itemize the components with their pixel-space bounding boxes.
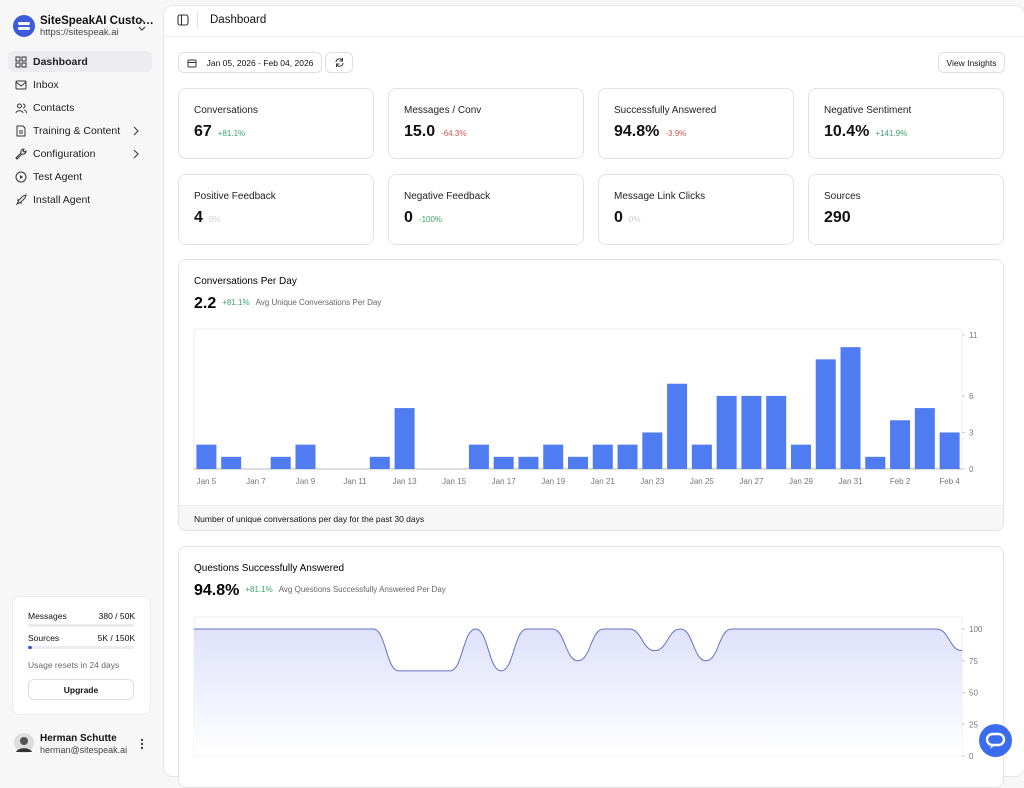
stat-value: 4 0% bbox=[194, 209, 220, 227]
calendar-icon bbox=[187, 59, 197, 67]
nav-icon bbox=[15, 80, 27, 89]
stat-label: Positive Feedback bbox=[194, 191, 276, 202]
divider bbox=[197, 12, 198, 28]
org-switch[interactable] bbox=[136, 18, 148, 32]
nav-label: Test Agent bbox=[33, 170, 83, 183]
insights-button[interactable]: View Insights bbox=[938, 52, 1005, 73]
nav-icon bbox=[15, 56, 27, 67]
stat-value: 0 0% bbox=[614, 209, 640, 227]
nav-label: Dashboard bbox=[33, 55, 88, 68]
stat-label: Negative Sentiment bbox=[824, 105, 912, 116]
stat-value: 94.8% -3.9% bbox=[614, 123, 686, 141]
stat-value: 0 -100% bbox=[404, 209, 442, 227]
user-name: Herman Schutte bbox=[40, 733, 117, 744]
nav-item[interactable]: Training & Content bbox=[8, 120, 152, 141]
nav-item[interactable]: Test Agent bbox=[8, 166, 152, 187]
org-url: https://sitespeak.ai bbox=[40, 27, 119, 38]
nav-label: Inbox bbox=[33, 78, 59, 91]
stat-number: 94.8% bbox=[614, 123, 660, 140]
chart-card bbox=[178, 546, 1004, 788]
stat-change: 0% bbox=[208, 215, 221, 224]
stat-change: -64.3% bbox=[441, 129, 467, 138]
nav-item[interactable]: Configuration bbox=[8, 143, 152, 164]
stat-label: Messages / Conv bbox=[404, 105, 482, 116]
usage-bar bbox=[28, 646, 134, 649]
user-email: herman@sitespeak.ai bbox=[40, 745, 128, 755]
usage-bar bbox=[28, 624, 134, 627]
nav-icon bbox=[15, 171, 27, 182]
stat-label: Message Link Clicks bbox=[614, 191, 706, 202]
usage-value: 5K / 150K bbox=[97, 633, 135, 643]
date-range[interactable]: Jan 05, 2026 - Feb 04, 2026 bbox=[178, 52, 322, 73]
stat-change: -3.9% bbox=[665, 129, 687, 138]
stat-number: 15.0 bbox=[404, 123, 436, 140]
nav-item[interactable]: Inbox bbox=[8, 74, 152, 95]
nav-label: Contacts bbox=[33, 101, 75, 114]
upgrade-button[interactable]: Upgrade bbox=[28, 679, 134, 700]
nav-label: Install Agent bbox=[33, 193, 91, 206]
stat-number: 0 bbox=[404, 209, 413, 226]
stat-label: Sources bbox=[824, 191, 861, 202]
org-name: SiteSpeakAI Custo… bbox=[40, 15, 154, 27]
stat-number: 10.4% bbox=[824, 123, 870, 140]
user-menu[interactable] bbox=[138, 737, 146, 751]
nav-item[interactable]: Install Agent bbox=[8, 189, 152, 210]
nav-label: Training & Content bbox=[33, 124, 121, 137]
stat-number: 4 bbox=[194, 209, 203, 226]
stat-label: Conversations bbox=[194, 105, 258, 116]
date-range-text: Jan 05, 2026 - Feb 04, 2026 bbox=[206, 57, 314, 68]
stat-card: Message Link Clicks 0 0% bbox=[598, 174, 794, 245]
refresh-button[interactable] bbox=[325, 52, 353, 73]
stat-change: 0% bbox=[628, 215, 641, 224]
stat-number: 67 bbox=[194, 123, 212, 140]
avatar bbox=[14, 733, 34, 753]
stat-card: Successfully Answered 94.8% -3.9% bbox=[598, 88, 794, 159]
stat-label: Successfully Answered bbox=[614, 105, 717, 116]
stat-value: 10.4% +141.9% bbox=[824, 123, 907, 141]
nav-icon bbox=[15, 193, 27, 205]
stat-value: 15.0 -64.3% bbox=[404, 123, 467, 141]
chart-footer: Number of unique conversations per day f… bbox=[179, 505, 1003, 530]
stat-value: 290 bbox=[824, 209, 851, 227]
nav-label: Configuration bbox=[33, 147, 96, 160]
header-rule bbox=[164, 36, 1023, 37]
usage-note: Usage resets in 24 days bbox=[28, 660, 120, 670]
nav-item[interactable]: Dashboard bbox=[8, 51, 152, 72]
stat-number: 290 bbox=[824, 209, 851, 226]
nav-icon bbox=[16, 125, 26, 136]
usage-fill bbox=[28, 646, 32, 649]
stat-number: 0 bbox=[614, 209, 623, 226]
sidebar-toggle[interactable] bbox=[177, 14, 189, 26]
nav-icon bbox=[15, 103, 27, 113]
logo-icon bbox=[18, 22, 30, 30]
stat-card: Sources 290 bbox=[808, 174, 1004, 245]
stat-card: Positive Feedback 4 0% bbox=[178, 174, 374, 245]
logo bbox=[13, 15, 35, 37]
chart-footnote: Number of unique conversations per day f… bbox=[194, 514, 425, 524]
stat-change: +141.9% bbox=[875, 129, 908, 138]
stat-card: Negative Sentiment 10.4% +141.9% bbox=[808, 88, 1004, 159]
nav-item[interactable]: Contacts bbox=[8, 97, 152, 118]
usage-label: Sources bbox=[28, 633, 60, 643]
stat-change: -100% bbox=[418, 215, 443, 224]
chevron bbox=[133, 126, 139, 135]
usage-value: 380 / 50K bbox=[98, 611, 135, 621]
stat-card: Conversations 67 +81.1% bbox=[178, 88, 374, 159]
stat-value: 67 +81.1% bbox=[194, 123, 245, 141]
usage-card: Messages 380 / 50K Sources 5K / 150K Usa… bbox=[12, 596, 151, 715]
usage-label: Messages bbox=[28, 611, 67, 621]
stat-label: Negative Feedback bbox=[404, 191, 491, 202]
page: { "sidebar": { "org_name": "SiteSpeakAI … bbox=[8, 5, 1024, 788]
chart-card: Number of unique conversations per day f… bbox=[178, 259, 1004, 531]
nav-icon bbox=[15, 148, 27, 160]
stat-change: +81.1% bbox=[217, 129, 246, 138]
chevron bbox=[133, 149, 139, 158]
refresh-icon bbox=[335, 58, 343, 67]
page-title: Dashboard bbox=[210, 14, 267, 26]
chat-launcher[interactable] bbox=[979, 724, 1012, 757]
stat-card: Negative Feedback 0 -100% bbox=[388, 174, 584, 245]
stat-card: Messages / Conv 15.0 -64.3% bbox=[388, 88, 584, 159]
